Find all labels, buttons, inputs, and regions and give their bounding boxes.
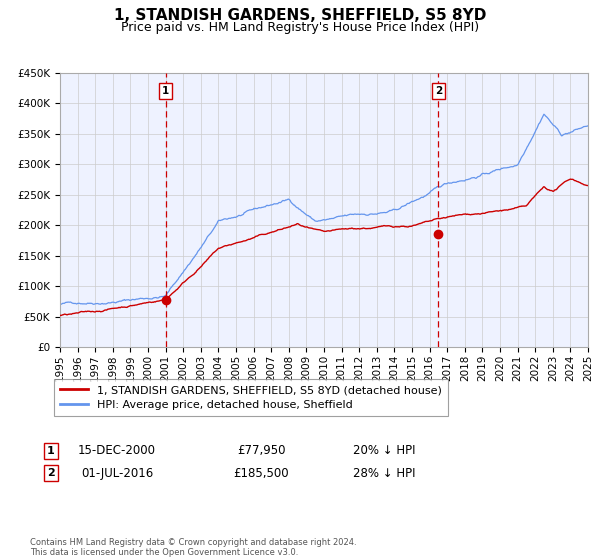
Text: 01-JUL-2016: 01-JUL-2016 <box>81 466 153 480</box>
Text: Price paid vs. HM Land Registry's House Price Index (HPI): Price paid vs. HM Land Registry's House … <box>121 21 479 34</box>
Text: 15-DEC-2000: 15-DEC-2000 <box>78 444 156 458</box>
Text: Contains HM Land Registry data © Crown copyright and database right 2024.
This d: Contains HM Land Registry data © Crown c… <box>30 538 356 557</box>
Text: 2: 2 <box>435 86 442 96</box>
Legend: 1, STANDISH GARDENS, SHEFFIELD, S5 8YD (detached house), HPI: Average price, det: 1, STANDISH GARDENS, SHEFFIELD, S5 8YD (… <box>53 379 448 417</box>
Text: 1: 1 <box>162 86 169 96</box>
Text: 20% ↓ HPI: 20% ↓ HPI <box>353 444 415 458</box>
Text: 1: 1 <box>47 446 55 456</box>
Text: 1, STANDISH GARDENS, SHEFFIELD, S5 8YD: 1, STANDISH GARDENS, SHEFFIELD, S5 8YD <box>114 8 486 24</box>
Text: £77,950: £77,950 <box>237 444 285 458</box>
Text: 28% ↓ HPI: 28% ↓ HPI <box>353 466 415 480</box>
Text: £185,500: £185,500 <box>233 466 289 480</box>
Text: 2: 2 <box>47 468 55 478</box>
